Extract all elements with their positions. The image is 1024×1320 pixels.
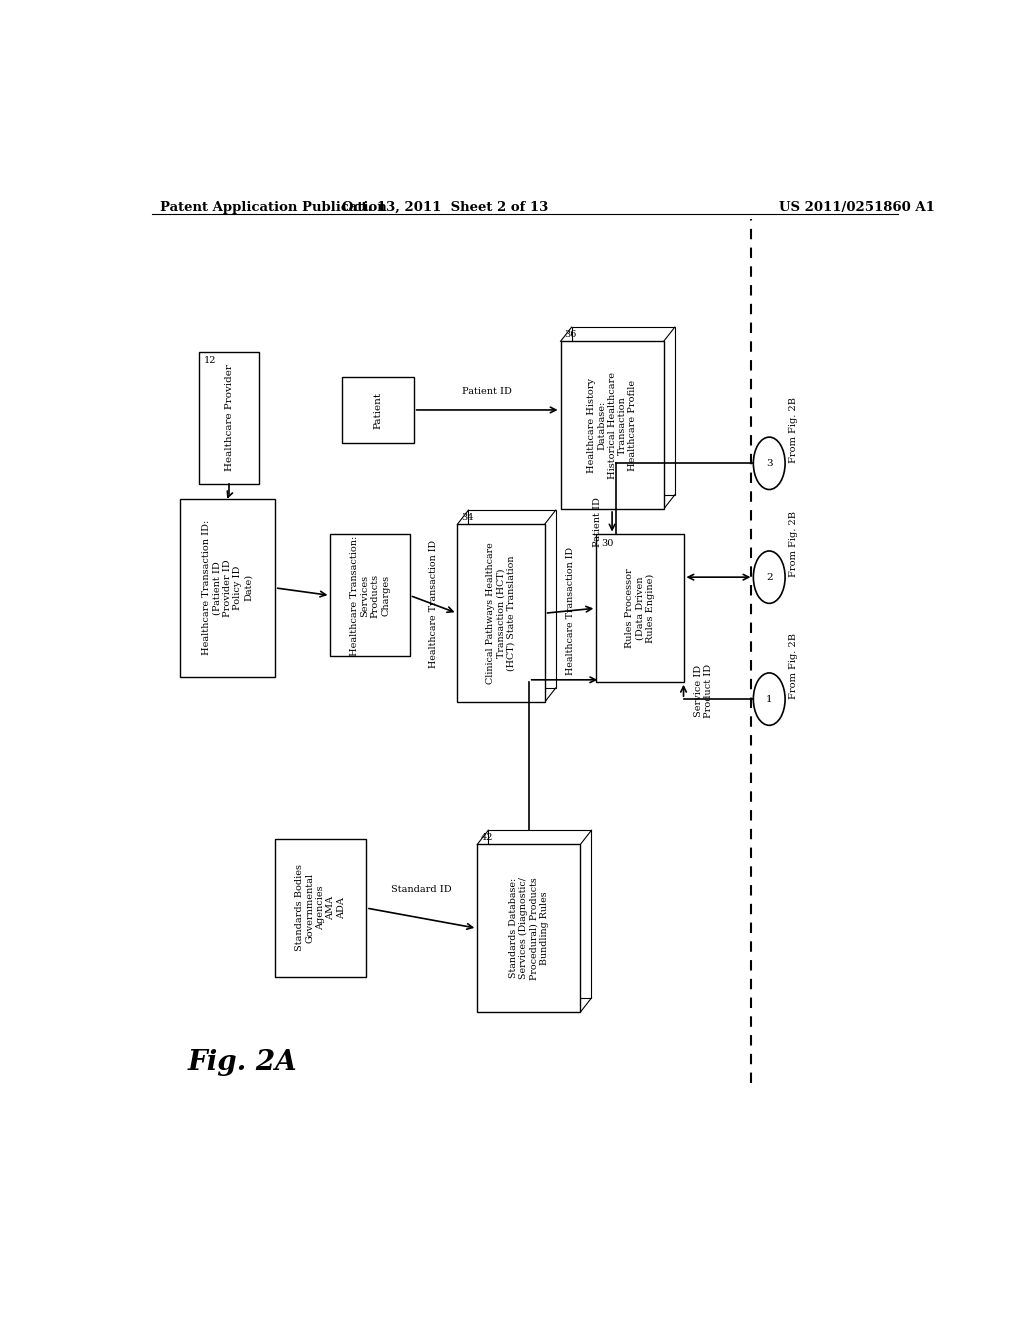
Text: 3: 3 — [766, 459, 772, 467]
FancyBboxPatch shape — [274, 840, 367, 977]
FancyBboxPatch shape — [488, 830, 592, 998]
Text: Service ID
Product ID: Service ID Product ID — [693, 664, 713, 718]
FancyBboxPatch shape — [458, 524, 545, 702]
FancyBboxPatch shape — [468, 510, 556, 688]
Text: 36: 36 — [564, 330, 577, 339]
Text: Oct. 13, 2011  Sheet 2 of 13: Oct. 13, 2011 Sheet 2 of 13 — [342, 201, 549, 214]
Text: Fig. 2A: Fig. 2A — [187, 1049, 297, 1077]
Text: Clinical Pathways Healthcare
Transaction (HCT)
(HCT) State Translation: Clinical Pathways Healthcare Transaction… — [486, 543, 516, 684]
Text: US 2011/0251860 A1: US 2011/0251860 A1 — [778, 201, 935, 214]
FancyBboxPatch shape — [342, 378, 414, 444]
Text: Healthcare Transaction:
Services
Products
Charges: Healthcare Transaction: Services Product… — [350, 536, 390, 656]
Text: Patient ID: Patient ID — [593, 496, 602, 546]
Text: Patent Application Publication: Patent Application Publication — [160, 201, 386, 214]
Text: 30: 30 — [601, 539, 613, 548]
Text: 42: 42 — [481, 833, 494, 842]
FancyBboxPatch shape — [560, 342, 664, 510]
Text: Standards Bodies
Governmental
Agencies
AMA
ADA: Standards Bodies Governmental Agencies A… — [295, 865, 346, 952]
FancyBboxPatch shape — [596, 535, 684, 682]
Text: From Fig. 2B: From Fig. 2B — [788, 397, 798, 463]
Text: Healthcare History
Database:
Historical Healthcare
Transaction
Healthcare Profil: Healthcare History Database: Historical … — [587, 372, 637, 479]
Text: Patient ID: Patient ID — [462, 387, 512, 396]
Text: Healthcare Transaction ID:
(Patient ID
Provider ID
Policy ID
Date): Healthcare Transaction ID: (Patient ID P… — [202, 520, 253, 656]
Text: Standards Database:
Services (Diagnostic/
Procedural) Products
Bundling Rules: Standards Database: Services (Diagnostic… — [509, 876, 549, 979]
Text: From Fig. 2B: From Fig. 2B — [788, 634, 798, 700]
Text: 1: 1 — [766, 694, 772, 704]
FancyBboxPatch shape — [200, 351, 259, 483]
Text: Patient: Patient — [374, 392, 383, 429]
Text: Standard ID: Standard ID — [391, 886, 452, 894]
Text: Rules Processor
(Data Driven
Rules Engine): Rules Processor (Data Driven Rules Engin… — [625, 569, 654, 648]
FancyBboxPatch shape — [179, 499, 274, 677]
FancyBboxPatch shape — [331, 535, 410, 656]
FancyBboxPatch shape — [477, 845, 581, 1012]
Text: Healthcare Transaction ID: Healthcare Transaction ID — [429, 540, 438, 668]
FancyBboxPatch shape — [571, 327, 675, 495]
Text: 12: 12 — [204, 355, 217, 364]
Text: From Fig. 2B: From Fig. 2B — [788, 511, 798, 577]
Text: 2: 2 — [766, 573, 772, 582]
Text: Healthcare Transaction ID: Healthcare Transaction ID — [566, 546, 574, 675]
Text: 34: 34 — [461, 513, 474, 523]
Text: Healthcare Provider: Healthcare Provider — [224, 364, 233, 471]
